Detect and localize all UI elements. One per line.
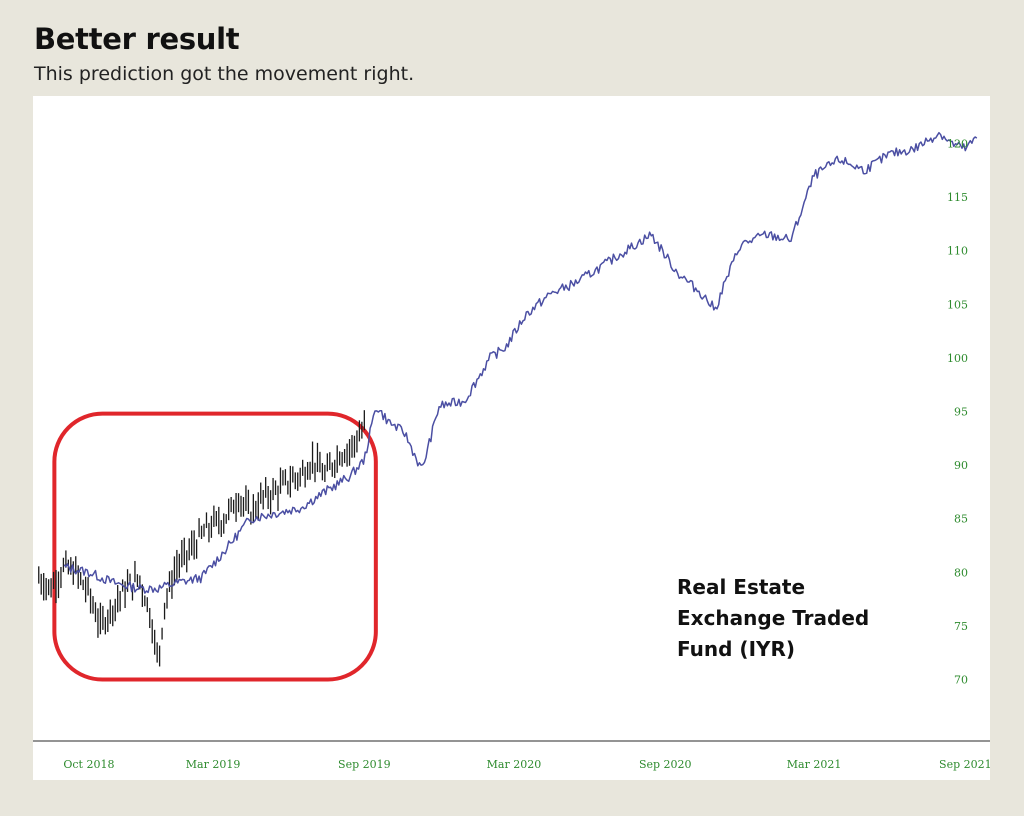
y-tick-label: 80	[954, 566, 968, 579]
y-tick-label: 95	[954, 406, 968, 419]
x-tick-label: Sep 2021	[939, 758, 990, 771]
annotation-line: Exchange Traded	[677, 606, 869, 630]
y-tick-label: 75	[954, 620, 968, 633]
x-tick-label: Sep 2019	[338, 758, 391, 771]
x-tick-label: Sep 2020	[639, 758, 692, 771]
x-tick-label: Mar 2019	[186, 758, 241, 771]
y-tick-label: 85	[954, 513, 968, 526]
chart-panel: 70 75 80 85 90 95 100 105 110 115 120 Oct 2018 Mar …	[33, 96, 990, 780]
x-tick-label: Mar 2020	[487, 758, 542, 771]
highlight-box	[52, 411, 378, 682]
annotation-line: Real Estate	[677, 575, 805, 599]
y-tick-label: 115	[947, 191, 968, 204]
y-tick-label: 90	[954, 459, 968, 472]
y-tick-label: 105	[947, 298, 968, 311]
y-tick-label: 120	[947, 137, 968, 150]
y-tick-label: 110	[947, 245, 968, 258]
chart-svg: 70 75 80 85 90 95 100 105 110 115 120 Oct 2018 Mar …	[33, 131, 990, 771]
annotation-line: Fund (IYR)	[677, 637, 795, 661]
chart-title: Better result	[34, 22, 240, 56]
chart-subtitle: This prediction got the movement right.	[34, 63, 415, 85]
prediction-line	[63, 131, 978, 594]
y-tick-label: 100	[947, 352, 968, 365]
x-tick-label: Oct 2018	[63, 758, 114, 771]
x-tick-label: Mar 2021	[787, 758, 842, 771]
y-tick-label: 70	[954, 674, 968, 687]
